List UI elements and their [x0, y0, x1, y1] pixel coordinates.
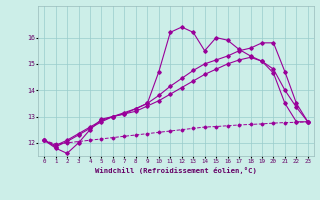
X-axis label: Windchill (Refroidissement éolien,°C): Windchill (Refroidissement éolien,°C) — [95, 167, 257, 174]
